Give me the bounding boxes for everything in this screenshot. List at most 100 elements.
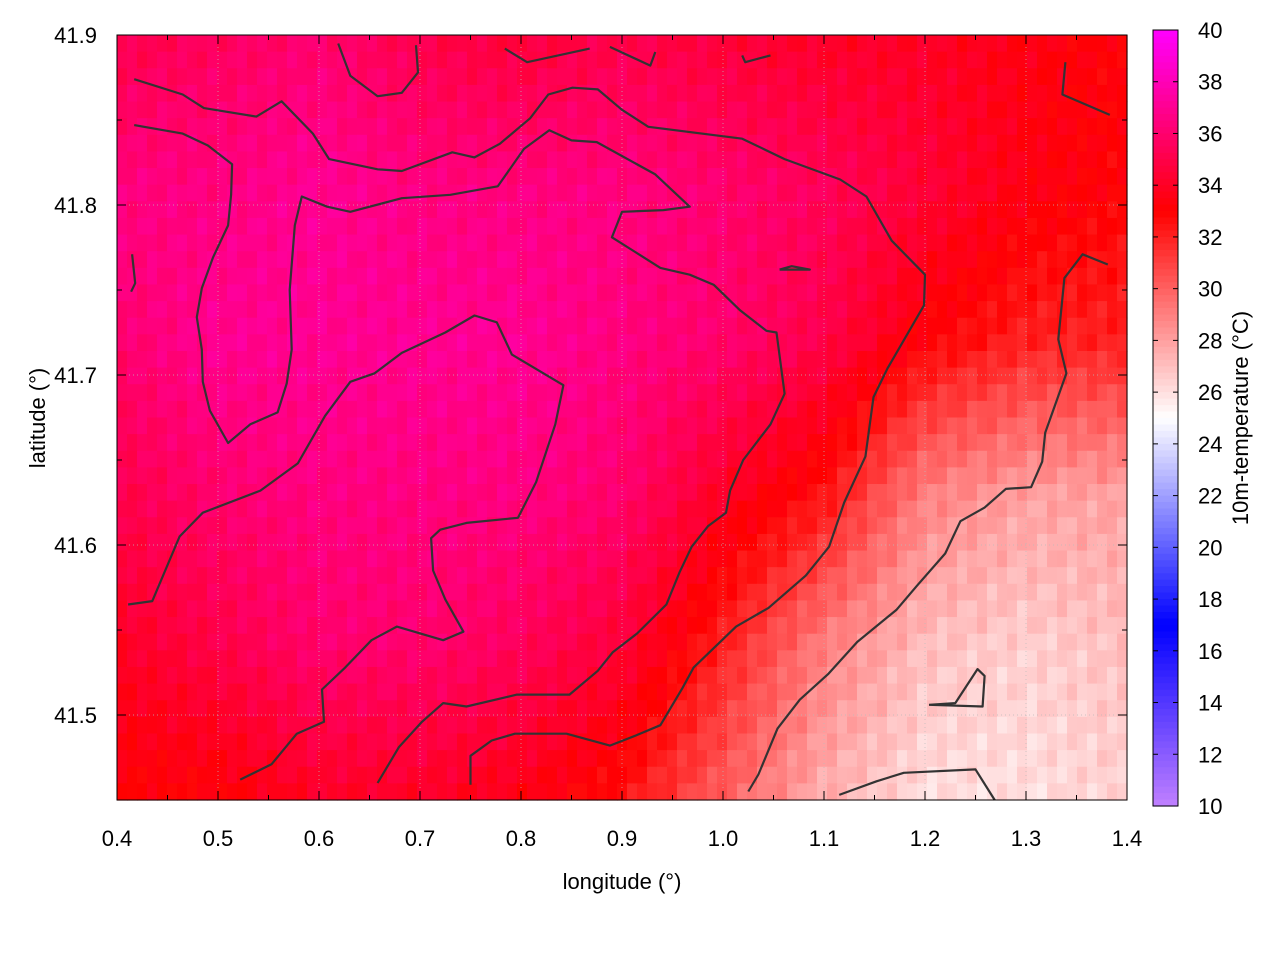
- heatmap-cell: [867, 650, 878, 668]
- heatmap-cell: [117, 301, 128, 319]
- heatmap-cell: [547, 367, 558, 385]
- heatmap-cell: [557, 517, 568, 535]
- heatmap-cell: [557, 600, 568, 618]
- heatmap-cell: [877, 600, 888, 618]
- heatmap-cell: [947, 434, 958, 452]
- heatmap-cell: [987, 450, 998, 468]
- heatmap-cell: [987, 467, 998, 485]
- heatmap-cell: [247, 617, 258, 635]
- heatmap-cell: [147, 201, 158, 219]
- heatmap-cell: [477, 168, 488, 186]
- heatmap-cell: [807, 68, 818, 86]
- heatmap-cell: [877, 384, 888, 402]
- heatmap-cell: [697, 467, 708, 485]
- heatmap-cell: [707, 450, 718, 468]
- heatmap-cell: [697, 217, 708, 236]
- heatmap-cell: [327, 317, 338, 335]
- heatmap-cell: [177, 650, 188, 668]
- heatmap-cell: [547, 201, 558, 219]
- heatmap-cell: [997, 184, 1008, 202]
- heatmap-cell: [357, 733, 368, 751]
- heatmap-cell: [297, 683, 308, 701]
- heatmap-cell: [157, 583, 168, 602]
- heatmap-cell: [857, 434, 868, 452]
- heatmap-cell: [1007, 118, 1018, 136]
- heatmap-cell: [117, 533, 128, 552]
- heatmap-cell: [557, 700, 568, 718]
- heatmap-cell: [727, 267, 738, 286]
- heatmap-cell: [117, 633, 128, 651]
- heatmap-cell: [247, 267, 258, 286]
- heatmap-cell: [447, 484, 458, 502]
- heatmap-cell: [487, 683, 498, 701]
- heatmap-cell: [997, 633, 1008, 651]
- heatmap-cell: [197, 217, 208, 236]
- heatmap-cell: [627, 301, 638, 319]
- heatmap-cell: [907, 118, 918, 136]
- heatmap-cell: [417, 251, 428, 269]
- heatmap-cell: [167, 234, 178, 252]
- heatmap-cell: [777, 783, 788, 801]
- heatmap-cell: [347, 201, 358, 219]
- colorbar-segment: [1153, 282, 1178, 290]
- heatmap-cell: [517, 417, 528, 435]
- heatmap-cell: [467, 201, 478, 219]
- heatmap-cell: [347, 517, 358, 535]
- heatmap-cell: [687, 766, 698, 784]
- heatmap-cell: [757, 666, 768, 685]
- heatmap-cell: [1027, 700, 1038, 718]
- heatmap-cell: [137, 484, 148, 502]
- heatmap-cell: [1007, 334, 1018, 352]
- heatmap-cell: [367, 68, 378, 86]
- heatmap-cell: [1017, 716, 1028, 735]
- heatmap-cell: [437, 301, 448, 319]
- heatmap-cell: [807, 434, 818, 452]
- heatmap-cell: [627, 151, 638, 169]
- heatmap-cell: [767, 583, 778, 602]
- heatmap-cell: [747, 400, 758, 419]
- heatmap-cell: [1037, 184, 1048, 202]
- heatmap-cell: [1037, 217, 1048, 236]
- heatmap-cell: [977, 118, 988, 136]
- heatmap-cell: [667, 367, 678, 385]
- heatmap-cell: [1067, 417, 1078, 435]
- heatmap-cell: [207, 267, 218, 286]
- heatmap-cell: [937, 500, 948, 518]
- heatmap-cell: [897, 633, 908, 651]
- heatmap-cell: [957, 733, 968, 751]
- heatmap-cell: [247, 217, 258, 236]
- heatmap-cell: [267, 301, 278, 319]
- heatmap-cell: [787, 467, 798, 485]
- heatmap-cell: [837, 700, 848, 718]
- heatmap-cell: [1107, 334, 1118, 352]
- heatmap-cell: [667, 517, 678, 535]
- heatmap-cell: [337, 783, 348, 801]
- heatmap-cell: [627, 68, 638, 86]
- heatmap-cell: [567, 650, 578, 668]
- heatmap-cell: [237, 284, 248, 302]
- heatmap-cell: [447, 151, 458, 169]
- heatmap-cell: [747, 467, 758, 485]
- heatmap-cell: [277, 783, 288, 801]
- colorbar-segment: [1153, 676, 1178, 684]
- heatmap-cell: [677, 733, 688, 751]
- heatmap-cell: [767, 367, 778, 385]
- heatmap-cell: [477, 550, 488, 568]
- heatmap-cell: [357, 417, 368, 435]
- heatmap-cell: [887, 400, 898, 419]
- heatmap-cell: [557, 783, 568, 801]
- heatmap-cell: [837, 201, 848, 219]
- heatmap-cell: [897, 35, 908, 53]
- heatmap-cell: [487, 766, 498, 784]
- heatmap-cell: [687, 666, 698, 685]
- heatmap-cell: [607, 533, 618, 552]
- heatmap-cell: [287, 400, 298, 419]
- heatmap-cell: [397, 118, 408, 136]
- heatmap-cell: [687, 68, 698, 86]
- heatmap-cell: [877, 733, 888, 751]
- heatmap-cell: [477, 567, 488, 585]
- heatmap-cell: [567, 550, 578, 568]
- heatmap-cell: [807, 184, 818, 202]
- heatmap-cell: [837, 417, 848, 435]
